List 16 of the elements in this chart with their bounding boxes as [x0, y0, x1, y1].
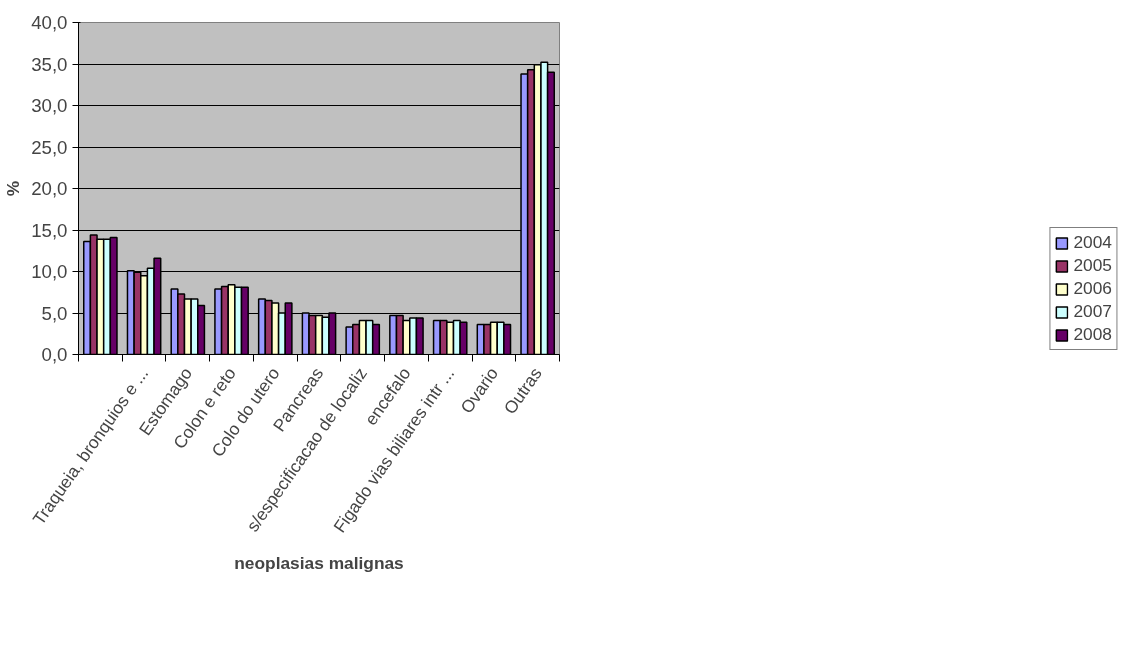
y-tick-label: 5,0 [41, 302, 68, 324]
y-axis-title: % [3, 180, 24, 197]
y-tick-label: 25,0 [31, 136, 68, 158]
y-tick-label: 30,0 [31, 95, 68, 116]
y-tick-label: 20,0 [31, 178, 68, 199]
x-axis-title: neoplasias malignas [234, 552, 404, 573]
y-tick-label: 35,0 [31, 53, 68, 75]
y-tick-label: 15,0 [31, 219, 68, 241]
legend-label: 2007 [1073, 301, 1112, 322]
legend-label: 2004 [1073, 232, 1112, 253]
legend-label: 2005 [1073, 255, 1112, 276]
y-tick-label: 40,0 [31, 12, 68, 33]
legend-label: 2006 [1073, 278, 1112, 299]
y-tick-label: 0,0 [41, 344, 68, 365]
legend-label: 2008 [1073, 324, 1112, 345]
y-tick-label: 10,0 [31, 261, 68, 282]
